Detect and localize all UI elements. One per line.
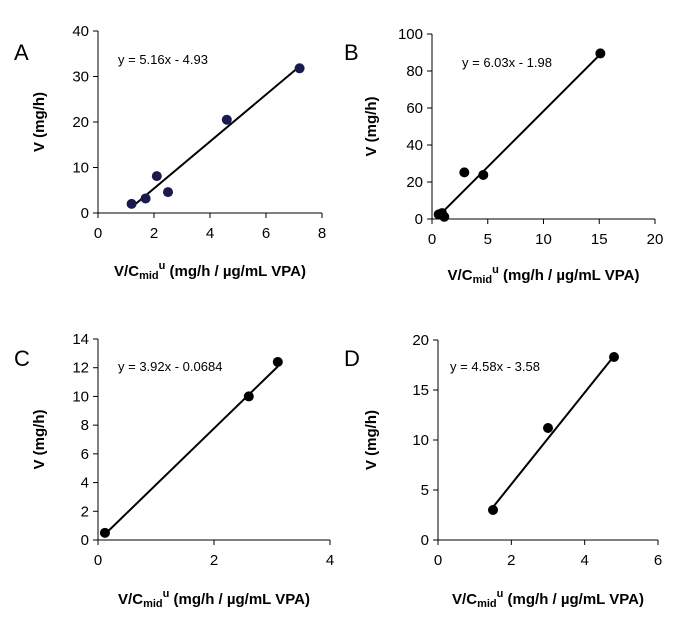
trendline bbox=[437, 53, 602, 217]
y-tick-label: 100 bbox=[398, 26, 423, 43]
panel-letter: D bbox=[344, 346, 360, 371]
x-tick-label: 6 bbox=[262, 225, 270, 242]
x-tick-label: 2 bbox=[150, 225, 158, 242]
data-point bbox=[478, 169, 489, 180]
chart-panel-b: 0 20 40 60 80 100 0 5 10 15 20 B y = 6.03x - 1.98 V (… bbox=[344, 26, 663, 286]
y-axis-label: V (mg/h) bbox=[363, 97, 380, 157]
y-tick-label: 14 bbox=[72, 331, 89, 348]
x-tick-label: 5 bbox=[484, 231, 492, 248]
x-tick-label: 4 bbox=[206, 225, 214, 242]
data-point bbox=[439, 211, 450, 222]
x-tick-label: 0 bbox=[434, 552, 442, 569]
chart-panel-c: 0 2 4 6 8 10 12 14 0 2 4 C y = 3.92x - 0.0684 V (mg/h… bbox=[14, 331, 334, 610]
y-tick-label: 20 bbox=[72, 114, 89, 131]
y-tick-label: 20 bbox=[412, 332, 429, 349]
y-tick-label: 4 bbox=[81, 475, 89, 492]
y-tick-label: 40 bbox=[406, 137, 423, 154]
data-point bbox=[459, 167, 470, 178]
x-tick-label: 4 bbox=[580, 552, 588, 569]
x-tick-label: 2 bbox=[210, 552, 218, 569]
y-tick-label: 80 bbox=[406, 63, 423, 80]
x-tick-label: 8 bbox=[318, 225, 326, 242]
y-tick-label: 0 bbox=[81, 532, 89, 549]
data-point bbox=[243, 391, 254, 402]
data-point bbox=[294, 63, 305, 74]
regression-equation: y = 4.58x - 3.58 bbox=[450, 359, 540, 374]
data-point bbox=[163, 187, 173, 198]
trendline bbox=[492, 355, 615, 508]
data-point bbox=[140, 193, 151, 204]
y-tick-label: 40 bbox=[72, 23, 89, 40]
x-tick-label: 0 bbox=[94, 225, 102, 242]
y-tick-label: 0 bbox=[81, 205, 89, 222]
y-tick-label: 2 bbox=[81, 503, 89, 520]
panel-letter: C bbox=[14, 346, 30, 371]
y-tick-label: 10 bbox=[72, 160, 89, 177]
x-tick-label: 0 bbox=[94, 552, 102, 569]
x-axis-label: V/Cmidu (mg/h / µg/mL VPA) bbox=[118, 588, 310, 610]
regression-equation: y = 3.92x - 0.0684 bbox=[118, 359, 222, 374]
y-tick-label: 12 bbox=[72, 360, 89, 377]
x-tick-label: 15 bbox=[591, 231, 608, 248]
data-point bbox=[151, 171, 162, 182]
x-axis-label: V/Cmidu (mg/h / µg/mL VPA) bbox=[114, 260, 306, 282]
data-point bbox=[488, 505, 498, 515]
x-tick-label: 2 bbox=[507, 552, 515, 569]
x-tick-label: 10 bbox=[535, 231, 552, 248]
y-tick-label: 20 bbox=[406, 174, 423, 191]
y-tick-label: 0 bbox=[421, 532, 429, 549]
x-axis-label: V/Cmidu (mg/h / µg/mL VPA) bbox=[452, 588, 644, 610]
y-axis-label: V (mg/h) bbox=[363, 410, 380, 470]
data-point bbox=[272, 356, 283, 367]
y-tick-label: 60 bbox=[406, 100, 423, 117]
y-tick-label: 10 bbox=[412, 432, 429, 449]
y-tick-label: 15 bbox=[412, 382, 429, 399]
x-tick-label: 4 bbox=[326, 552, 334, 569]
y-tick-label: 6 bbox=[81, 446, 89, 463]
y-tick-label: 30 bbox=[72, 69, 89, 86]
trendline bbox=[104, 365, 279, 535]
regression-equation: y = 5.16x - 4.93 bbox=[118, 52, 208, 67]
panel-letter: B bbox=[344, 40, 359, 65]
y-axis-label: V (mg/h) bbox=[31, 92, 48, 152]
data-point bbox=[543, 423, 553, 433]
data-point bbox=[221, 114, 232, 125]
x-axis-label: V/Cmidu (mg/h / µg/mL VPA) bbox=[448, 264, 640, 286]
panel-letter: A bbox=[14, 40, 29, 65]
trendline bbox=[130, 65, 301, 209]
data-point bbox=[99, 527, 110, 538]
y-axis-label: V (mg/h) bbox=[31, 410, 48, 470]
data-point bbox=[609, 352, 619, 362]
data-point bbox=[126, 198, 137, 209]
y-tick-label: 5 bbox=[421, 482, 429, 499]
x-tick-label: 6 bbox=[654, 552, 662, 569]
x-tick-label: 20 bbox=[647, 231, 664, 248]
data-point bbox=[595, 48, 606, 59]
chart-panel-a: 0 10 20 30 40 0 2 4 6 8 A y = 5.16x - 4.93 V (mg/h) V… bbox=[14, 23, 326, 282]
regression-equation: y = 6.03x - 1.98 bbox=[462, 55, 552, 70]
y-tick-label: 10 bbox=[72, 388, 89, 405]
y-tick-label: 8 bbox=[81, 417, 89, 434]
x-tick-label: 0 bbox=[428, 231, 436, 248]
y-tick-label: 0 bbox=[415, 211, 423, 228]
chart-panel-d: 0 5 10 15 20 0 2 4 6 D y = 4.58x - 3.58 V (mg/h) V/C… bbox=[344, 332, 662, 610]
